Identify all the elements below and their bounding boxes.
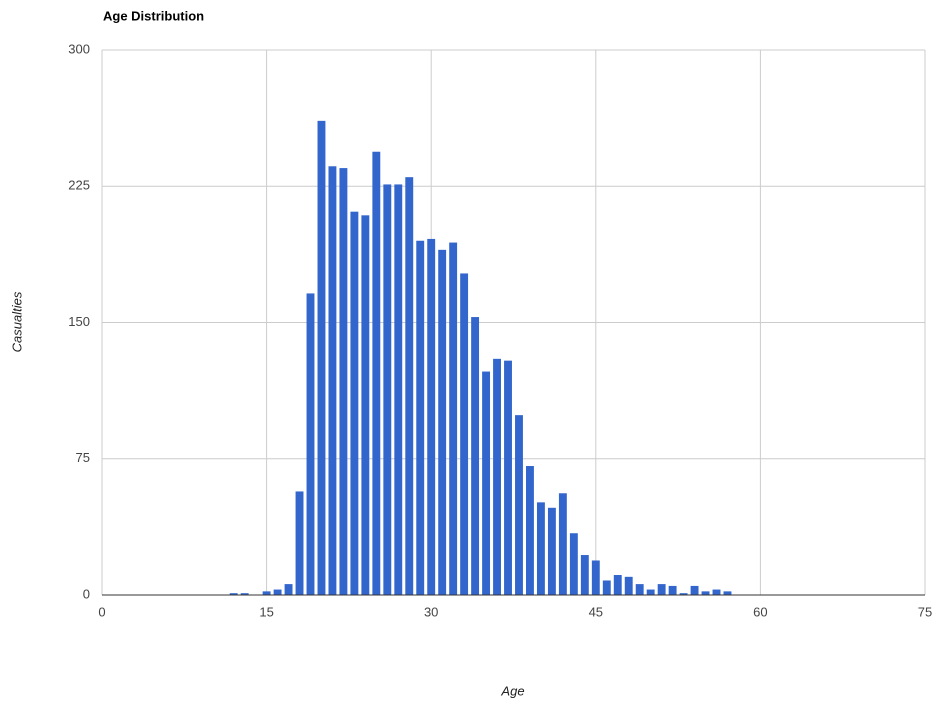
bar bbox=[493, 358, 501, 595]
bar bbox=[635, 584, 644, 595]
bar bbox=[679, 593, 688, 595]
y-tick-label: 300 bbox=[68, 41, 90, 56]
bar bbox=[339, 168, 348, 596]
y-tick-label: 150 bbox=[68, 314, 90, 329]
bar bbox=[558, 493, 567, 595]
bar bbox=[361, 215, 370, 596]
bar bbox=[383, 184, 392, 595]
bar bbox=[504, 360, 512, 595]
bar bbox=[372, 151, 381, 595]
bar bbox=[526, 466, 534, 595]
bar bbox=[229, 593, 238, 595]
bar bbox=[240, 593, 249, 595]
bar bbox=[690, 585, 699, 595]
bar bbox=[569, 533, 578, 595]
bar bbox=[350, 211, 359, 595]
y-tick-label: 75 bbox=[76, 450, 90, 465]
bar bbox=[438, 249, 447, 596]
bar bbox=[295, 491, 304, 595]
bar bbox=[602, 580, 611, 595]
bar bbox=[515, 415, 523, 595]
bar bbox=[536, 502, 545, 595]
bar bbox=[394, 184, 403, 595]
y-tick-label: 225 bbox=[68, 178, 90, 193]
bar bbox=[701, 591, 710, 595]
bar bbox=[405, 177, 414, 595]
bar bbox=[427, 238, 436, 595]
bar bbox=[547, 507, 556, 595]
x-tick-label: 60 bbox=[753, 604, 767, 619]
bar bbox=[613, 575, 622, 595]
bar bbox=[460, 273, 469, 595]
x-tick-label: 15 bbox=[259, 604, 273, 619]
x-tick-label: 45 bbox=[589, 604, 603, 619]
bar bbox=[591, 560, 600, 595]
bar bbox=[712, 589, 721, 595]
bar bbox=[657, 584, 666, 595]
bar bbox=[317, 120, 326, 595]
bar bbox=[328, 166, 337, 595]
bar bbox=[723, 591, 732, 595]
x-tick-label: 30 bbox=[424, 604, 438, 619]
bar bbox=[482, 371, 491, 595]
x-tick-label: 0 bbox=[98, 604, 105, 619]
x-tick-label: 75 bbox=[918, 604, 932, 619]
bar bbox=[668, 585, 677, 595]
x-axis-title: Age bbox=[500, 683, 524, 698]
bar bbox=[624, 576, 633, 595]
bar bbox=[262, 591, 271, 595]
bar bbox=[306, 293, 315, 595]
y-axis-title: Casualties bbox=[9, 291, 24, 352]
bar bbox=[471, 317, 480, 595]
y-tick-label: 0 bbox=[83, 586, 90, 601]
chart-title: Age Distribution bbox=[103, 8, 204, 23]
bar bbox=[273, 589, 282, 595]
bar bbox=[580, 555, 589, 595]
bar bbox=[646, 589, 655, 595]
bar bbox=[449, 242, 458, 596]
bar bbox=[416, 240, 425, 595]
bar bbox=[284, 584, 293, 595]
